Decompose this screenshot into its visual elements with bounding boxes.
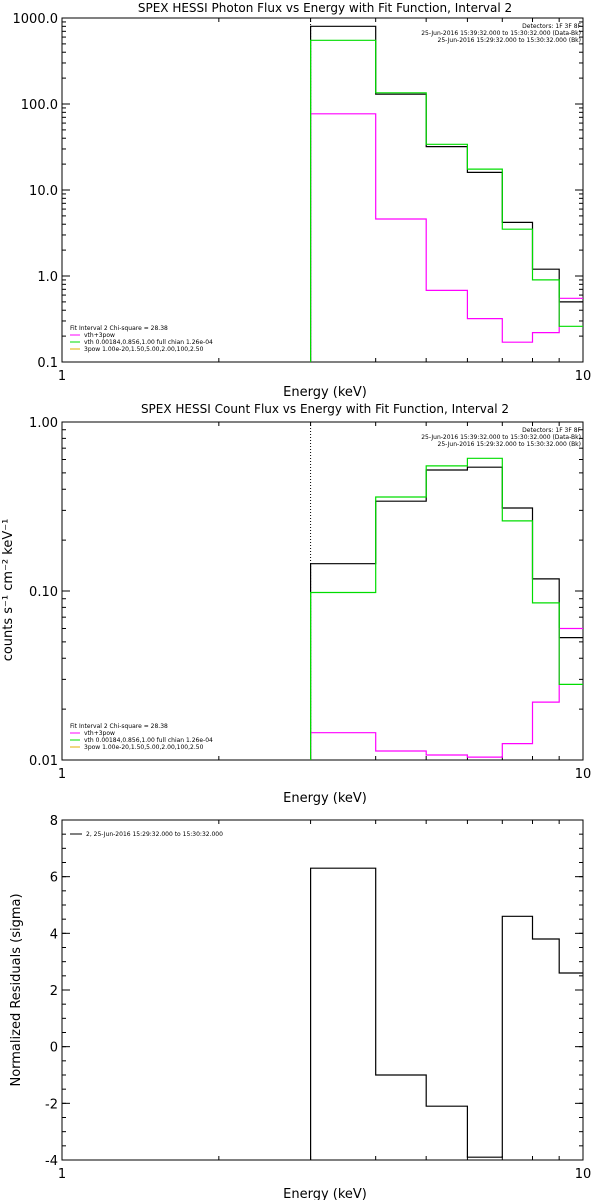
legend-bottom-entry: vth 0.00184,0.856,1.00 full chian 1.26e-… <box>84 737 213 744</box>
y-tick-label: -2 <box>45 1097 58 1112</box>
y-tick-label: 100.0 <box>21 98 58 113</box>
x-tick-label: 1 <box>58 369 66 384</box>
panel-2: 1 100.010.101.00 Detectors: 1F 3F 8F25-Jun… <box>29 416 591 782</box>
legend-bottom-entry: vth+3pow <box>84 730 115 737</box>
x-tick-label: 1 <box>58 1167 66 1182</box>
panel2-ylabel: counts s⁻¹ cm⁻² keV⁻¹ <box>1 519 16 662</box>
panel1-xlabel: Energy (keV) <box>283 385 367 400</box>
x-tick-label: 10 <box>575 1167 592 1182</box>
y-tick-label: 8 <box>50 814 58 829</box>
panel2-title: SPEX HESSI Count Flux vs Energy with Fit… <box>141 402 509 416</box>
panel-3: 1 10 -4 -2 0 2 4 6 8 2, 25-Jun-2016 15:29:32.000 … <box>45 814 591 1182</box>
y-tick-label: 4 <box>50 927 58 942</box>
y-tick-label: 0.01 <box>29 754 58 769</box>
series-vth-3pow-line <box>310 113 583 362</box>
legend-bottom-entry: Fit Interval 2 Chi-square = 28.38 <box>70 325 168 332</box>
legend-top-entry: 25-Jun-2016 15:39:32.000 to 15:30:32.000… <box>421 434 581 441</box>
legend-bottom-entry: vth 0.00184,0.856,1.00 full chian 1.26e-… <box>84 339 213 346</box>
y-tick-label: -4 <box>45 1154 58 1169</box>
y-tick-label: 10.0 <box>29 184 58 199</box>
legend-top-entry: 25-Jun-2016 15:39:32.000 to 15:30:32.000… <box>421 30 581 37</box>
x-tick-label: 1 <box>58 767 66 782</box>
panel-1: 1 10 0.1 1.0 10.0 100.0 1000.0 Detectors: 1F 3F… <box>13 12 592 384</box>
x-tick-label: 10 <box>575 767 592 782</box>
y-tick-label: 1.00 <box>29 416 58 431</box>
series-data-line <box>310 466 583 760</box>
legend-bottom-entry: 3pow 1.00e-20,1.50,5.00,2.00,100,2.50 <box>84 346 204 353</box>
series-2-25-jun-2016-15-29-32-000-to-15-30-32-000-line <box>310 867 583 1160</box>
legend-top-entry: Detectors: 1F 3F 8F <box>522 427 581 434</box>
panel2-xlabel: Energy (keV) <box>283 791 367 806</box>
y-tick-label: 1.0 <box>37 270 58 285</box>
legend-top-entry: 25-Jun-2016 15:29:32.000 to 15:30:32.000… <box>438 441 581 448</box>
x-tick-label: 10 <box>575 369 592 384</box>
legend-entry: 2, 25-Jun-2016 15:29:32.000 to 15:30:32.… <box>86 831 223 838</box>
y-tick-label: 0 <box>50 1041 58 1056</box>
panel3-ylabel: Normalized Residuals (sigma) <box>9 893 24 1086</box>
y-tick-label: 6 <box>50 871 58 886</box>
y-tick-label: 0.1 <box>37 356 58 371</box>
series-vth-3pow-line <box>310 627 583 760</box>
legend-top-entry: Detectors: 1F 3F 8F <box>522 23 581 30</box>
legend-bottom-entry: Fit Interval 2 Chi-square = 28.38 <box>70 723 168 730</box>
legend-bottom-entry: 3pow 1.00e-20,1.50,5.00,2.00,100,2.50 <box>84 744 204 751</box>
plot-frame <box>61 421 584 761</box>
y-tick-label: 0.10 <box>29 585 58 600</box>
panel3-xlabel: Energy (keV) <box>283 1187 367 1200</box>
y-tick-label: 1000.0 <box>13 12 59 27</box>
plot-frame <box>61 819 584 1161</box>
plot-frame <box>61 17 584 363</box>
y-tick-label: 2 <box>50 984 58 999</box>
panel1-title: SPEX HESSI Photon Flux vs Energy with Fi… <box>138 1 512 15</box>
series-vth-line <box>310 457 583 760</box>
legend-top-entry: 25-Jun-2016 15:29:32.000 to 15:30:32.000… <box>438 37 581 44</box>
series-data-line <box>310 25 583 362</box>
legend-bottom-entry: vth+3pow <box>84 332 115 339</box>
series-vth-line <box>310 39 583 362</box>
